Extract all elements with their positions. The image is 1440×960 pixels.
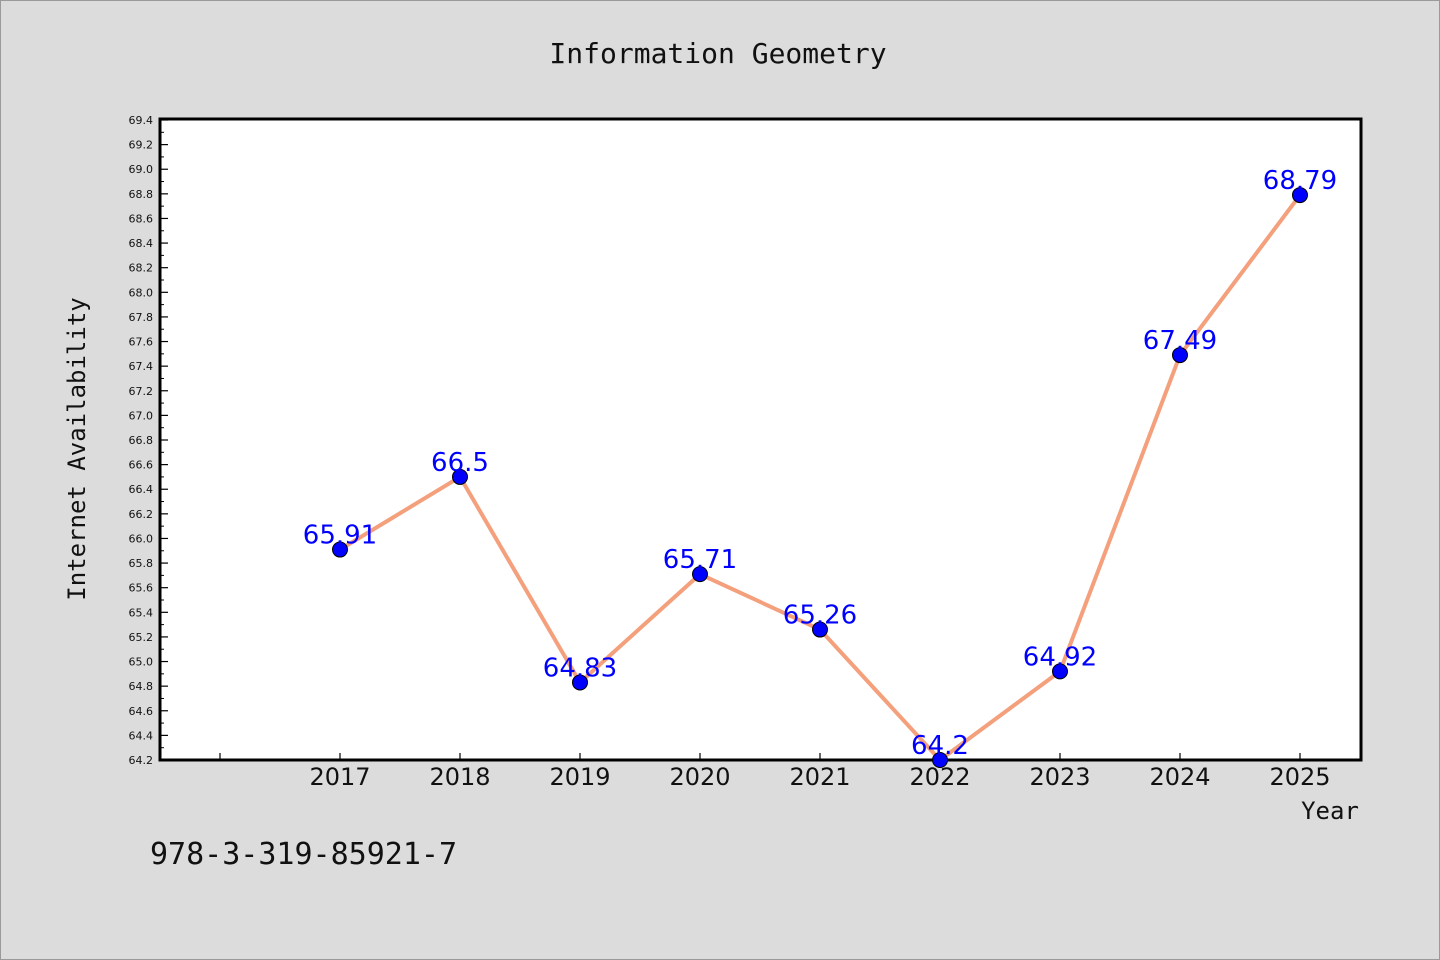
y-tick-label: 64.8 [129, 680, 154, 693]
data-label: 68.79 [1263, 166, 1337, 196]
y-tick-label: 65.0 [129, 656, 154, 669]
y-tick-label: 67.2 [129, 385, 154, 398]
y-tick-label: 69.2 [129, 139, 154, 152]
y-tick-label: 69.4 [129, 114, 154, 127]
data-point [452, 468, 468, 485]
y-axis-ticks: 64.2 64.4 64.6 64.8 65.0 65.2 65.4 65.6 65.8 66.0… [129, 114, 168, 767]
y-tick-label: 68.2 [129, 262, 154, 275]
data-label: 67.49 [1143, 326, 1217, 356]
x-axis-label: Year [1301, 797, 1359, 825]
y-tick-label: 67.0 [129, 409, 154, 422]
y-tick-label: 66.8 [129, 434, 154, 447]
data-point [572, 674, 588, 691]
y-tick-label: 68.6 [129, 212, 154, 225]
data-point [692, 566, 708, 583]
data-label: 64.2 [911, 731, 969, 761]
data-labels: 65.91 66.5 64.83 65.71 65.26 64.2 64.92 67.49 68… [303, 166, 1337, 761]
y-tick-label: 67.6 [129, 336, 154, 349]
data-point [932, 752, 948, 768]
x-tick-label: 2020 [669, 763, 730, 791]
data-point [332, 541, 348, 558]
y-tick-label: 67.4 [129, 360, 154, 373]
data-point [1172, 347, 1188, 364]
x-tick-label: 2024 [1149, 763, 1210, 791]
plot-area [158, 117, 1363, 762]
data-label: 65.91 [303, 521, 377, 551]
y-tick-label: 66.2 [129, 508, 154, 521]
data-point [812, 621, 828, 638]
footer-isbn: 978-3-319-85921-7 [150, 837, 457, 872]
y-tick-label: 69.0 [129, 163, 154, 176]
chart-title: Information Geometry [549, 37, 886, 70]
data-label: 66.5 [431, 448, 489, 478]
y-tick-label: 65.2 [129, 631, 154, 644]
x-axis-ticks: 2017 2018 2019 2020 2021 2022 2023 2024 2025 [219, 753, 1331, 791]
x-tick-label: 2017 [309, 763, 370, 791]
data-label: 65.71 [663, 545, 737, 575]
y-tick-label: 65.4 [129, 606, 154, 619]
y-tick-label: 67.8 [129, 311, 154, 324]
y-tick-label: 65.8 [129, 557, 154, 570]
y-tick-label: 66.6 [129, 459, 154, 472]
y-tick-label: 64.4 [129, 729, 154, 742]
y-tick-label: 66.4 [129, 483, 154, 496]
data-points [332, 187, 1308, 768]
y-tick-label: 68.4 [129, 237, 154, 250]
x-tick-label: 2023 [1029, 763, 1090, 791]
y-tick-label: 64.2 [129, 754, 154, 767]
data-point [1052, 663, 1068, 680]
y-axis-label: Internet Availability [63, 297, 91, 600]
x-tick-label: 2025 [1269, 763, 1330, 791]
data-label: 65.26 [783, 601, 857, 631]
y-tick-label: 68.0 [129, 286, 154, 299]
data-label: 64.92 [1023, 642, 1097, 672]
y-tick-label: 66.0 [129, 532, 154, 545]
y-tick-label: 64.6 [129, 705, 154, 718]
y-tick-label: 65.6 [129, 582, 154, 595]
y-tick-label: 68.8 [129, 188, 154, 201]
data-label: 64.83 [543, 653, 617, 683]
x-tick-label: 2021 [789, 763, 850, 791]
x-tick-label: 2019 [549, 763, 610, 791]
x-tick-label: 2018 [429, 763, 490, 791]
data-point [1292, 187, 1308, 204]
